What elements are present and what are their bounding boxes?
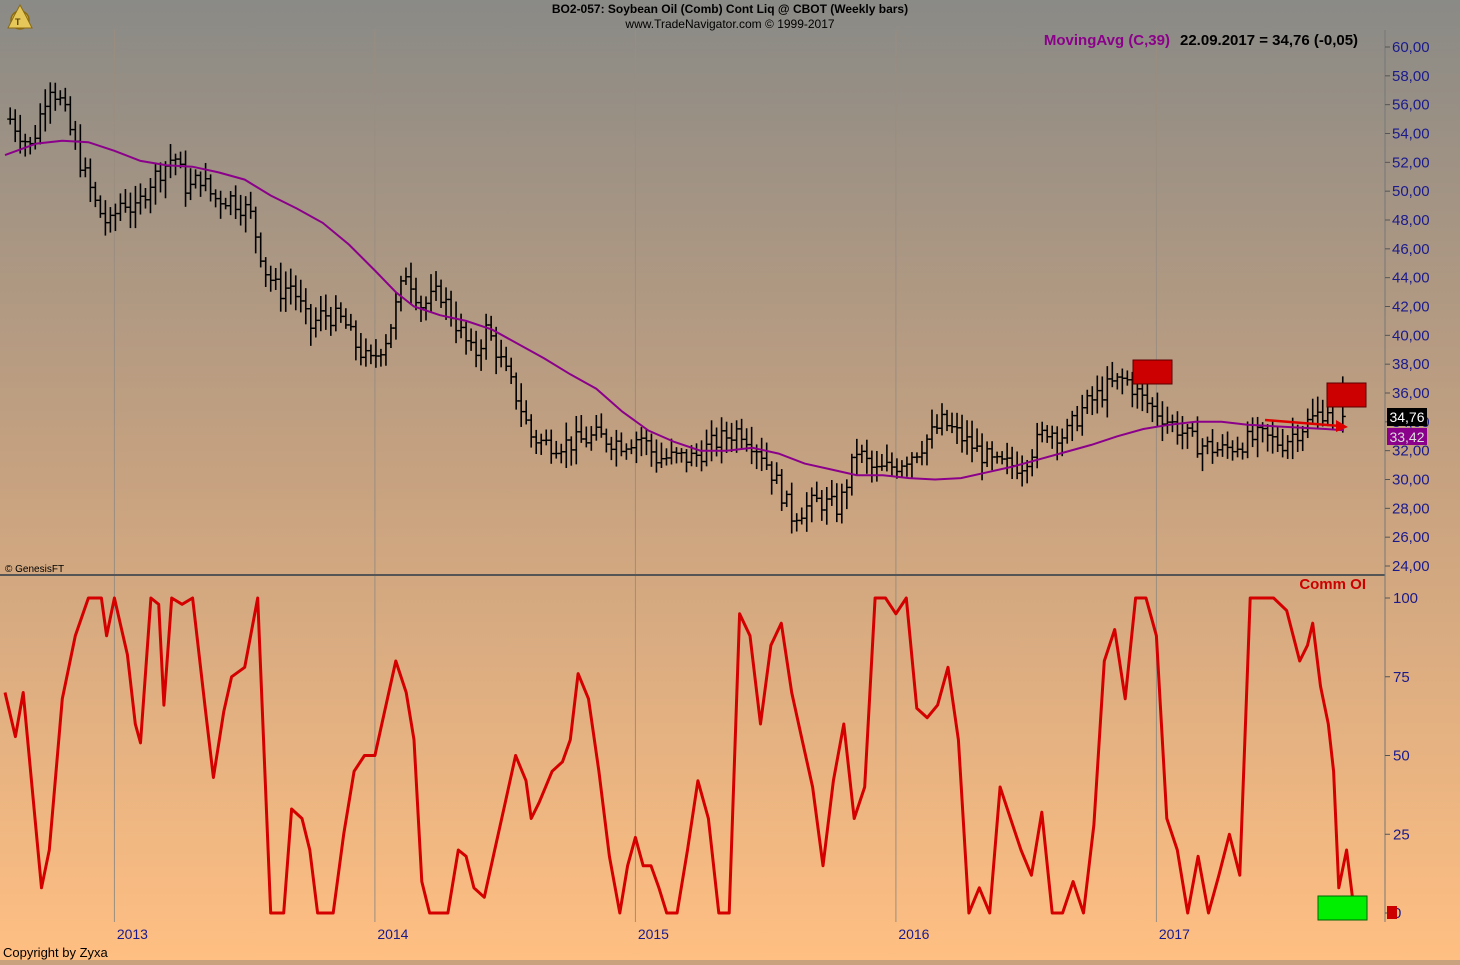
price-tick-label: 54,00 (1392, 126, 1430, 143)
price-bars (7, 82, 1346, 534)
x-tick-label-2017: 2017 (1159, 926, 1190, 942)
footer-credit: Copyright by Zyxa (3, 945, 109, 960)
oi-value-tag (1387, 906, 1397, 919)
moving-average-line (4, 139, 1345, 481)
ma-value-tag: 33,42 (1387, 428, 1427, 445)
highlight-box-peak-2016 (1132, 359, 1173, 385)
chart-title: BO2-057: Soybean Oil (Comb) Cont Liq @ C… (552, 2, 908, 16)
price-tick-label: 58,00 (1392, 68, 1430, 85)
genesis-copyright: © GenesisFT (5, 564, 64, 575)
oi-tick-label: 25 (1393, 826, 1410, 843)
x-tick-label-2016: 2016 (898, 926, 929, 942)
x-tick-label-2013: 2013 (117, 926, 148, 942)
price-tick-label: 60,00 (1392, 39, 1430, 56)
price-tick-label: 56,00 (1392, 97, 1430, 114)
price-tick-label: 48,00 (1392, 212, 1430, 229)
x-axis: 2013 2014 2015 2016 2017 (117, 926, 1190, 942)
annotation-arrow (1264, 418, 1348, 432)
price-tick-label: 50,00 (1392, 183, 1430, 200)
svg-text:T: T (15, 17, 21, 27)
price-tick-label: 42,00 (1392, 299, 1430, 316)
oi-tick-label: 100 (1393, 590, 1418, 607)
ma-legend-label: MovingAvg (C,39) (1044, 32, 1170, 49)
price-tick-label: 28,00 (1392, 500, 1430, 517)
price-tick-label: 24,00 (1392, 558, 1430, 575)
price-tick-label: 46,00 (1392, 241, 1430, 258)
price-tick-label: 44,00 (1392, 270, 1430, 287)
oi-tick-label: 50 (1393, 748, 1410, 765)
highlight-box-recent (1326, 382, 1367, 408)
price-tick-label: 30,00 (1392, 472, 1430, 489)
chart-subtitle: www.TradeNavigator.com © 1999-2017 (624, 17, 834, 31)
last-price-tag: 34,76 (1387, 408, 1427, 426)
logo-icon: T (7, 3, 33, 30)
x-tick-label-2014: 2014 (377, 926, 408, 942)
oi-tick-label: 0 (1393, 905, 1401, 922)
price-tick-label: 40,00 (1392, 327, 1430, 344)
oi-tick-label: 75 (1393, 669, 1410, 686)
price-tick-label: 38,00 (1392, 356, 1430, 373)
last-price-value: 34,76 (1389, 409, 1424, 425)
highlight-box-oi-low (1317, 895, 1368, 921)
price-tick-label: 52,00 (1392, 154, 1430, 171)
oi-y-axis: 0 25 50 75 100 (1385, 590, 1418, 922)
ma-value: 33,42 (1389, 429, 1424, 445)
indicator-label: Comm OI (1299, 576, 1366, 593)
ma-readout: 22.09.2017 = 34,76 (-0,05) (1180, 32, 1358, 49)
x-tick-label-2015: 2015 (638, 926, 669, 942)
comm-oi-line (3, 596, 1365, 915)
price-tick-label: 36,00 (1392, 385, 1430, 402)
price-tick-label: 32,00 (1392, 443, 1430, 460)
price-tick-label: 26,00 (1392, 529, 1430, 546)
